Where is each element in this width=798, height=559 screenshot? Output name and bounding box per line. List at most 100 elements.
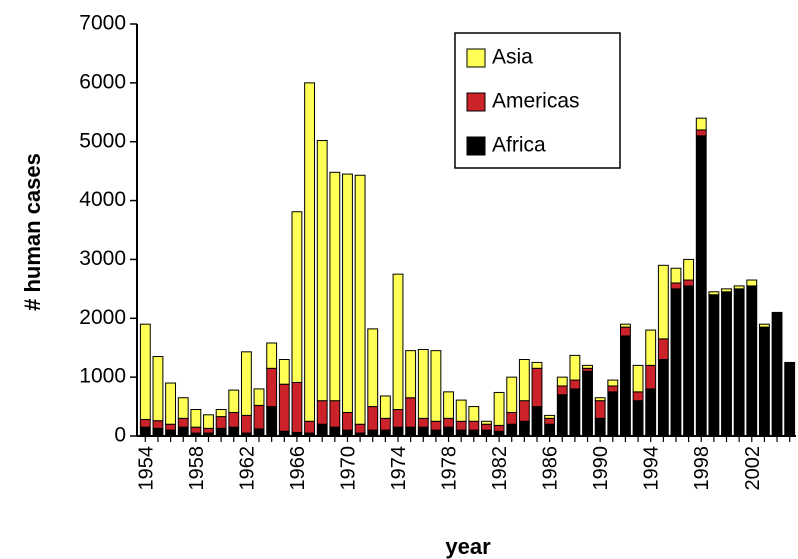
y-axis-title: # human cases <box>20 153 45 311</box>
bar-americas-1984 <box>518 400 530 422</box>
bar-americas-1980 <box>468 420 480 431</box>
bar-americas-1979 <box>455 420 467 431</box>
bar-americas-1996 <box>670 282 682 290</box>
bar-asia-1988 <box>569 354 581 381</box>
bar-asia-1963 <box>253 388 265 406</box>
bar-asia-1974 <box>392 273 404 411</box>
bar-asia-2000 <box>721 288 732 293</box>
bar-africa-2001 <box>733 288 745 437</box>
bar-asia-1986 <box>544 414 556 419</box>
bar-africa-1990 <box>594 417 606 437</box>
bar-africa-1983 <box>506 423 518 437</box>
bar-africa-1987 <box>556 394 568 437</box>
x-axis-title: year <box>445 534 491 559</box>
bars <box>139 82 796 437</box>
x-tick-label: 1982 <box>489 446 511 491</box>
bar-africa-1992 <box>620 335 631 437</box>
bar-africa-2002 <box>746 285 758 437</box>
bar-africa-2003 <box>758 326 770 437</box>
bar-africa-1984 <box>518 420 530 437</box>
bar-asia-1997 <box>683 258 695 281</box>
bar-africa-1986 <box>544 423 556 437</box>
bar-americas-1988 <box>569 379 581 390</box>
bar-asia-1991 <box>607 379 619 387</box>
bar-asia-1995 <box>657 264 669 340</box>
legend: Asia Americas Africa <box>454 32 621 169</box>
legend-label-africa: Africa <box>492 134 546 157</box>
bar-asia-1992 <box>620 323 631 328</box>
bar-americas-1957 <box>177 417 189 428</box>
bar-africa-1995 <box>657 358 669 437</box>
bar-americas-1974 <box>392 409 404 428</box>
bar-asia-1981 <box>481 420 492 425</box>
bar-asia-1983 <box>506 376 518 413</box>
y-tick-label: 0 <box>114 424 126 447</box>
y-tick-label: 2000 <box>79 306 126 329</box>
bar-americas-1972 <box>367 406 379 431</box>
bar-africa-1994 <box>645 388 657 437</box>
bar-asia-1979 <box>455 399 467 422</box>
bar-americas-1964 <box>266 367 278 408</box>
bar-africa-1996 <box>670 288 682 437</box>
bar-americas-1978 <box>443 417 454 428</box>
bar-africa-1978 <box>443 426 454 437</box>
bar-americas-1961 <box>228 411 240 428</box>
x-tick-label: 1986 <box>540 446 562 491</box>
bar-asia-1965 <box>278 358 290 385</box>
bar-africa-1985 <box>531 406 543 437</box>
bar-americas-1967 <box>304 420 315 434</box>
bar-africa-1957 <box>177 426 189 437</box>
bar-americas-1986 <box>544 417 556 425</box>
bar-asia-1977 <box>430 350 442 422</box>
legend-label-americas: Americas <box>492 90 580 113</box>
bar-asia-1994 <box>645 329 657 366</box>
bar-africa-2000 <box>721 291 732 437</box>
bar-africa-1955 <box>152 427 164 437</box>
bar-asia-1985 <box>531 361 543 369</box>
bar-asia-1989 <box>582 364 593 369</box>
bar-africa-1975 <box>405 426 417 437</box>
bar-americas-1970 <box>342 411 353 431</box>
x-tick-label: 1966 <box>287 446 309 491</box>
bar-americas-1994 <box>645 364 657 390</box>
bar-asia-1955 <box>152 356 164 422</box>
bar-americas-1971 <box>354 423 366 434</box>
bar-asia-1969 <box>329 171 341 402</box>
bar-americas-1962 <box>240 414 252 434</box>
bar-asia-1964 <box>266 342 278 369</box>
bar-americas-1976 <box>417 417 429 428</box>
legend-label-asia: Asia <box>492 46 533 69</box>
bar-asia-1972 <box>367 328 379 408</box>
bar-asia-1998 <box>695 117 707 131</box>
bar-africa-1997 <box>683 285 695 437</box>
bar-asia-1980 <box>468 406 480 422</box>
bar-asia-1971 <box>354 174 366 425</box>
legend-swatch-asia <box>466 48 486 68</box>
bar-asia-1961 <box>228 389 240 413</box>
bar-americas-1993 <box>632 391 644 402</box>
bar-americas-1992 <box>620 326 631 337</box>
bar-asia-1957 <box>177 397 189 419</box>
bar-asia-1954 <box>139 323 151 421</box>
bar-americas-1987 <box>556 385 568 396</box>
bar-africa-2005 <box>784 361 796 437</box>
bar-asia-2002 <box>746 279 758 287</box>
y-tick-label: 4000 <box>79 188 126 211</box>
bar-americas-1959 <box>203 427 214 434</box>
x-tick-label: 1998 <box>691 446 713 491</box>
bar-americas-1975 <box>405 397 417 428</box>
bar-africa-1964 <box>266 406 278 437</box>
bar-africa-1988 <box>569 388 581 437</box>
bar-americas-1958 <box>190 426 202 434</box>
x-tick-label: 1994 <box>641 446 663 491</box>
bar-africa-1961 <box>228 426 240 437</box>
x-tick-label: 1990 <box>590 446 612 491</box>
bar-asia-1978 <box>443 391 454 419</box>
bar-africa-1993 <box>632 400 644 437</box>
bar-africa-1974 <box>392 426 404 437</box>
x-tick-label: 1962 <box>236 446 258 491</box>
bar-americas-1983 <box>506 411 518 425</box>
x-tick-label: 1978 <box>439 446 461 491</box>
bar-asia-1990 <box>594 397 606 402</box>
x-tick-label: 1970 <box>337 446 359 491</box>
